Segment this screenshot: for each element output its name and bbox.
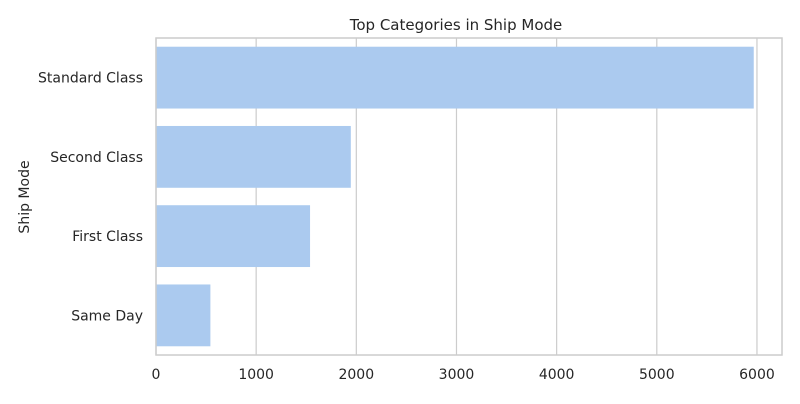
plot-frame: [155, 37, 783, 356]
y-tick-label: First Class: [72, 229, 143, 245]
x-tick-label: 4000: [539, 367, 575, 383]
y-tick-label: Standard Class: [38, 71, 143, 87]
x-axis-ticks: 0 1000 2000 3000 4000 5000 6000: [152, 367, 775, 383]
bar-standard-class: [156, 46, 754, 109]
x-tick-label: 1000: [238, 367, 274, 383]
y-tick-label: Second Class: [50, 150, 143, 166]
chart-title: Top Categories in Ship Mode: [349, 16, 563, 34]
bar-same-day: [156, 284, 211, 347]
x-tick-label: 3000: [439, 367, 475, 383]
y-axis-ticks: Standard Class Second Class First Class Sam…: [38, 71, 143, 325]
x-tick-label: 5000: [639, 367, 675, 383]
y-tick-label: Same Day: [71, 308, 143, 324]
x-tick-label: 0: [152, 367, 161, 383]
x-tick-label: 2000: [338, 367, 374, 383]
y-axis-label: Ship Mode: [17, 160, 33, 233]
x-tick-label: 6000: [739, 367, 775, 383]
bar-first-class: [156, 205, 311, 268]
bars: [156, 46, 754, 347]
bar-second-class: [156, 125, 351, 188]
